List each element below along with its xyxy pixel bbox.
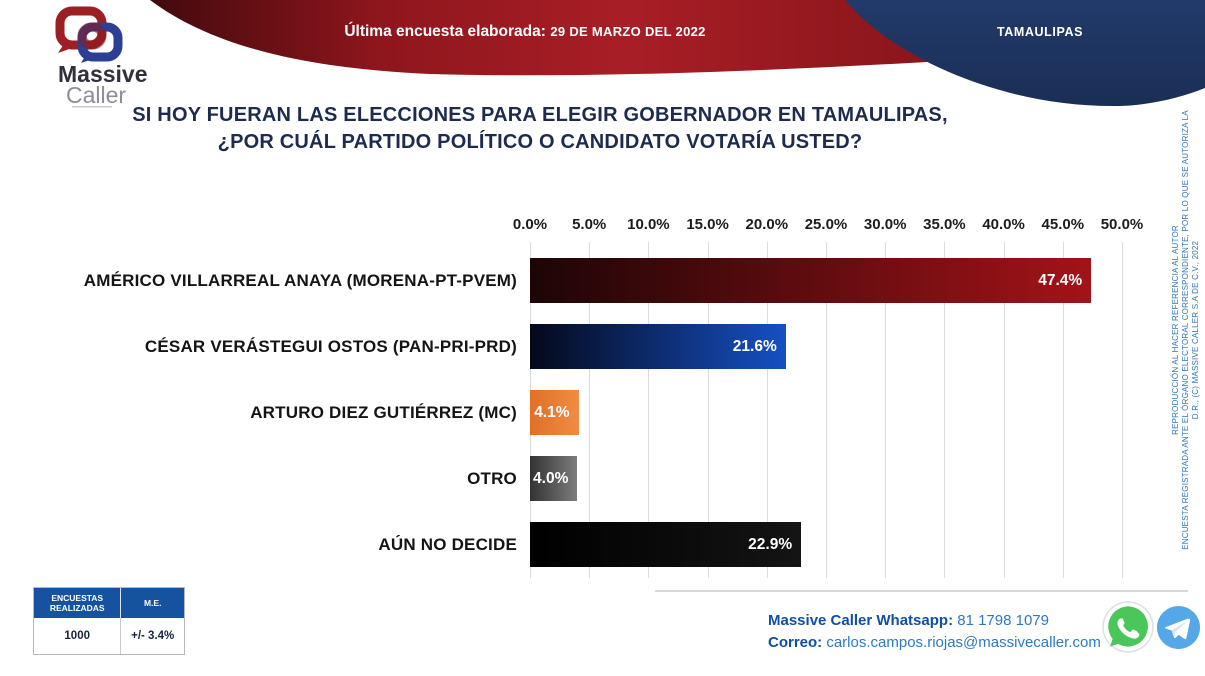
x-axis-tick: 15.0% — [686, 216, 729, 233]
stats-table-value-row: 1000 +/- 3.4% — [34, 618, 184, 654]
gridline — [707, 242, 709, 578]
legal-copyright: D.R., (C) MASSIVE CALLER S.A DE C.V., 20… — [1191, 240, 1200, 420]
x-axis-tick: 45.0% — [1041, 216, 1085, 233]
legal-disclaimer-line1: ENCUESTA REGISTRADA ANTE EL ÓRGANO ELECT… — [1181, 110, 1190, 550]
x-axis-tick: 40.0% — [982, 216, 1025, 233]
bar-value-label: 21.6% — [732, 337, 777, 355]
question-title-line1: SI HOY FUERAN LAS ELECCIONES PARA ELEGIR… — [132, 104, 948, 126]
telegram-icon[interactable] — [1156, 605, 1201, 650]
question-title-line2: ¿POR CUÁL PARTIDO POLÍTICO O CANDIDATO V… — [217, 131, 863, 153]
whatsapp-line: Massive Caller Whatsapp: 81 1798 1079 — [768, 610, 1101, 632]
gridline — [885, 242, 887, 578]
result-bar: 21.6% — [530, 324, 786, 369]
contact-block: Massive Caller Whatsapp: 81 1798 1079 Co… — [768, 610, 1101, 654]
email-address[interactable]: carlos.campos.riojas@massivecaller.com — [826, 634, 1101, 651]
last-survey-label: Última encuesta elaborada: — [344, 23, 546, 40]
result-bar: 4.1% — [530, 390, 579, 435]
email-line: Correo: carlos.campos.riojas@massivecall… — [768, 632, 1101, 654]
massive-caller-logo: Massive Caller — [55, 6, 148, 108]
logo-tagline-rule — [72, 106, 112, 108]
gridline — [1122, 242, 1123, 578]
email-label: Correo: — [768, 634, 823, 651]
bar-value-label: 47.4% — [1038, 271, 1083, 289]
stats-header-encuestas: ENCUESTAS REALIZADAS — [34, 588, 122, 618]
whatsapp-label: Massive Caller Whatsapp: — [768, 612, 954, 629]
stats-header-me: M.E. — [143, 598, 162, 608]
navy-corner-shape — [845, 0, 1205, 107]
x-axis-tick: 25.0% — [804, 216, 848, 233]
question-title: SI HOY FUERAN LAS ELECCIONES PARA ELEGIR… — [60, 102, 1020, 156]
last-survey-date: 29 DE MARZO DEL 2022 — [550, 24, 706, 39]
header-banner — [150, 0, 1205, 107]
gridline — [589, 242, 591, 578]
x-axis-tick: 10.0% — [627, 216, 670, 233]
whatsapp-number: 81 1798 1079 — [957, 612, 1049, 629]
bar-value-label: 22.9% — [748, 535, 793, 553]
sample-stats-table: ENCUESTAS REALIZADAS M.E. 1000 +/- 3.4% — [33, 587, 185, 655]
gridline — [1062, 242, 1064, 578]
result-bar: 22.9% — [530, 522, 802, 567]
x-axis-tick: 20.0% — [745, 216, 789, 233]
gridline — [826, 242, 827, 578]
candidate-label: ARTURO DIEZ GUTIÉRREZ (MC) — [250, 403, 517, 422]
footer-divider — [655, 590, 1188, 592]
chat-bubbles-icon — [55, 6, 123, 63]
stats-table-header-row: ENCUESTAS REALIZADAS M.E. — [34, 588, 184, 618]
logo-word-caller: Caller — [66, 82, 126, 108]
whatsapp-icon[interactable] — [1102, 601, 1154, 653]
x-axis-tick: 50.0% — [1100, 216, 1144, 233]
logo-word-massive: Massive — [58, 61, 148, 87]
bar-value-label: 4.0% — [533, 469, 569, 487]
legal-disclaimer-line2: REPRODUCCIÓN AL HACER REFERENCIA AL AUTO… — [1171, 225, 1180, 435]
x-axis-tick: 5.0% — [572, 216, 607, 233]
stats-value-me: +/- 3.4% — [131, 630, 175, 642]
bar-value-label: 4.1% — [534, 403, 570, 421]
candidate-label: AÚN NO DECIDE — [378, 535, 517, 554]
gridline — [944, 242, 946, 578]
gridline — [648, 242, 650, 578]
x-axis-tick: 0.0% — [512, 216, 548, 233]
stats-value-encuestas: 1000 — [34, 618, 122, 654]
gridline — [766, 242, 768, 578]
last-survey-banner: Última encuesta elaborada: 29 DE MARZO D… — [285, 23, 765, 41]
result-bar: 4.0% — [530, 456, 578, 501]
result-bar: 47.4% — [530, 258, 1092, 303]
x-axis-tick: 35.0% — [923, 216, 966, 233]
candidate-label: AMÉRICO VILLARREAL ANAYA (MORENA-PT-PVEM… — [83, 271, 517, 290]
legal-note: REPRODUCCIÓN AL HACER REFERENCIA AL AUTO… — [1171, 95, 1201, 565]
gridline — [1003, 242, 1005, 578]
state-name: TAMAULIPAS — [996, 25, 1084, 39]
candidate-label: OTRO — [467, 469, 517, 488]
candidate-label: CÉSAR VERÁSTEGUI OSTOS (PAN-PRI-PRD) — [144, 337, 517, 356]
x-axis-tick: 30.0% — [863, 216, 907, 233]
